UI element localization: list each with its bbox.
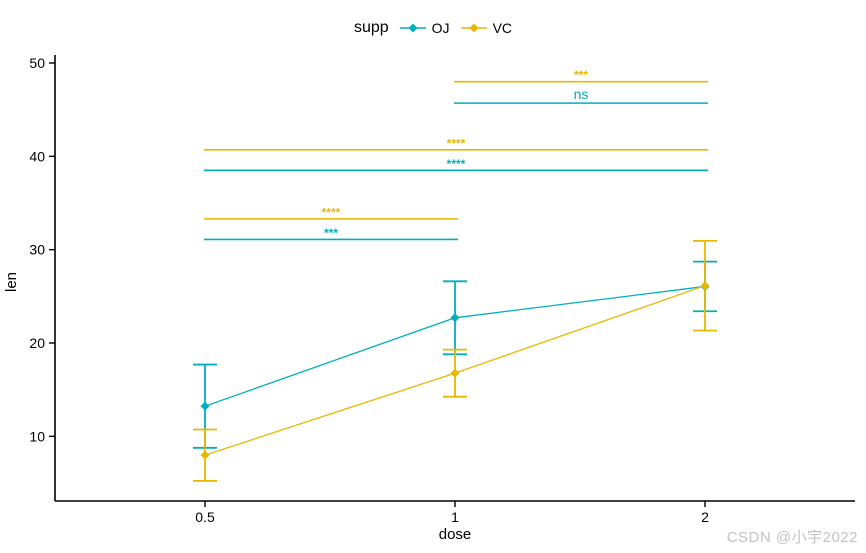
y-tick-label: 10 bbox=[29, 428, 45, 444]
signif-label: ns bbox=[574, 86, 589, 102]
signif-label: *** bbox=[324, 226, 338, 240]
legend-title: supp bbox=[353, 19, 389, 36]
data-point-vc bbox=[700, 281, 710, 291]
signif-label: **** bbox=[447, 136, 466, 150]
data-point-oj bbox=[200, 401, 210, 411]
x-axis-title: dose bbox=[439, 526, 472, 543]
legend-item-oj: OJ bbox=[399, 20, 450, 36]
vc-key-icon bbox=[460, 23, 487, 33]
y-tick-label: 30 bbox=[29, 242, 45, 258]
legend: supp OJ VC bbox=[0, 19, 866, 37]
x-tick-label: 2 bbox=[701, 509, 709, 525]
signif-label: **** bbox=[447, 157, 466, 171]
legend-label-vc: VC bbox=[492, 20, 513, 36]
watermark: CSDN @小宇2022 bbox=[726, 529, 858, 546]
data-point-oj bbox=[450, 313, 460, 323]
legend-label-oj: OJ bbox=[431, 20, 450, 36]
y-tick-label: 50 bbox=[29, 55, 45, 71]
y-tick-label: 40 bbox=[29, 148, 45, 164]
data-point-vc bbox=[200, 450, 210, 460]
data-point-vc bbox=[450, 368, 460, 378]
oj-key-icon bbox=[399, 23, 426, 33]
x-tick-label: 0.5 bbox=[195, 509, 215, 525]
signif-label: **** bbox=[322, 205, 341, 219]
x-tick-label: 1 bbox=[451, 509, 459, 525]
signif-label: *** bbox=[574, 68, 588, 82]
y-axis-title: len bbox=[3, 272, 20, 292]
legend-item-vc: VC bbox=[460, 20, 513, 36]
y-tick-label: 20 bbox=[29, 335, 45, 351]
